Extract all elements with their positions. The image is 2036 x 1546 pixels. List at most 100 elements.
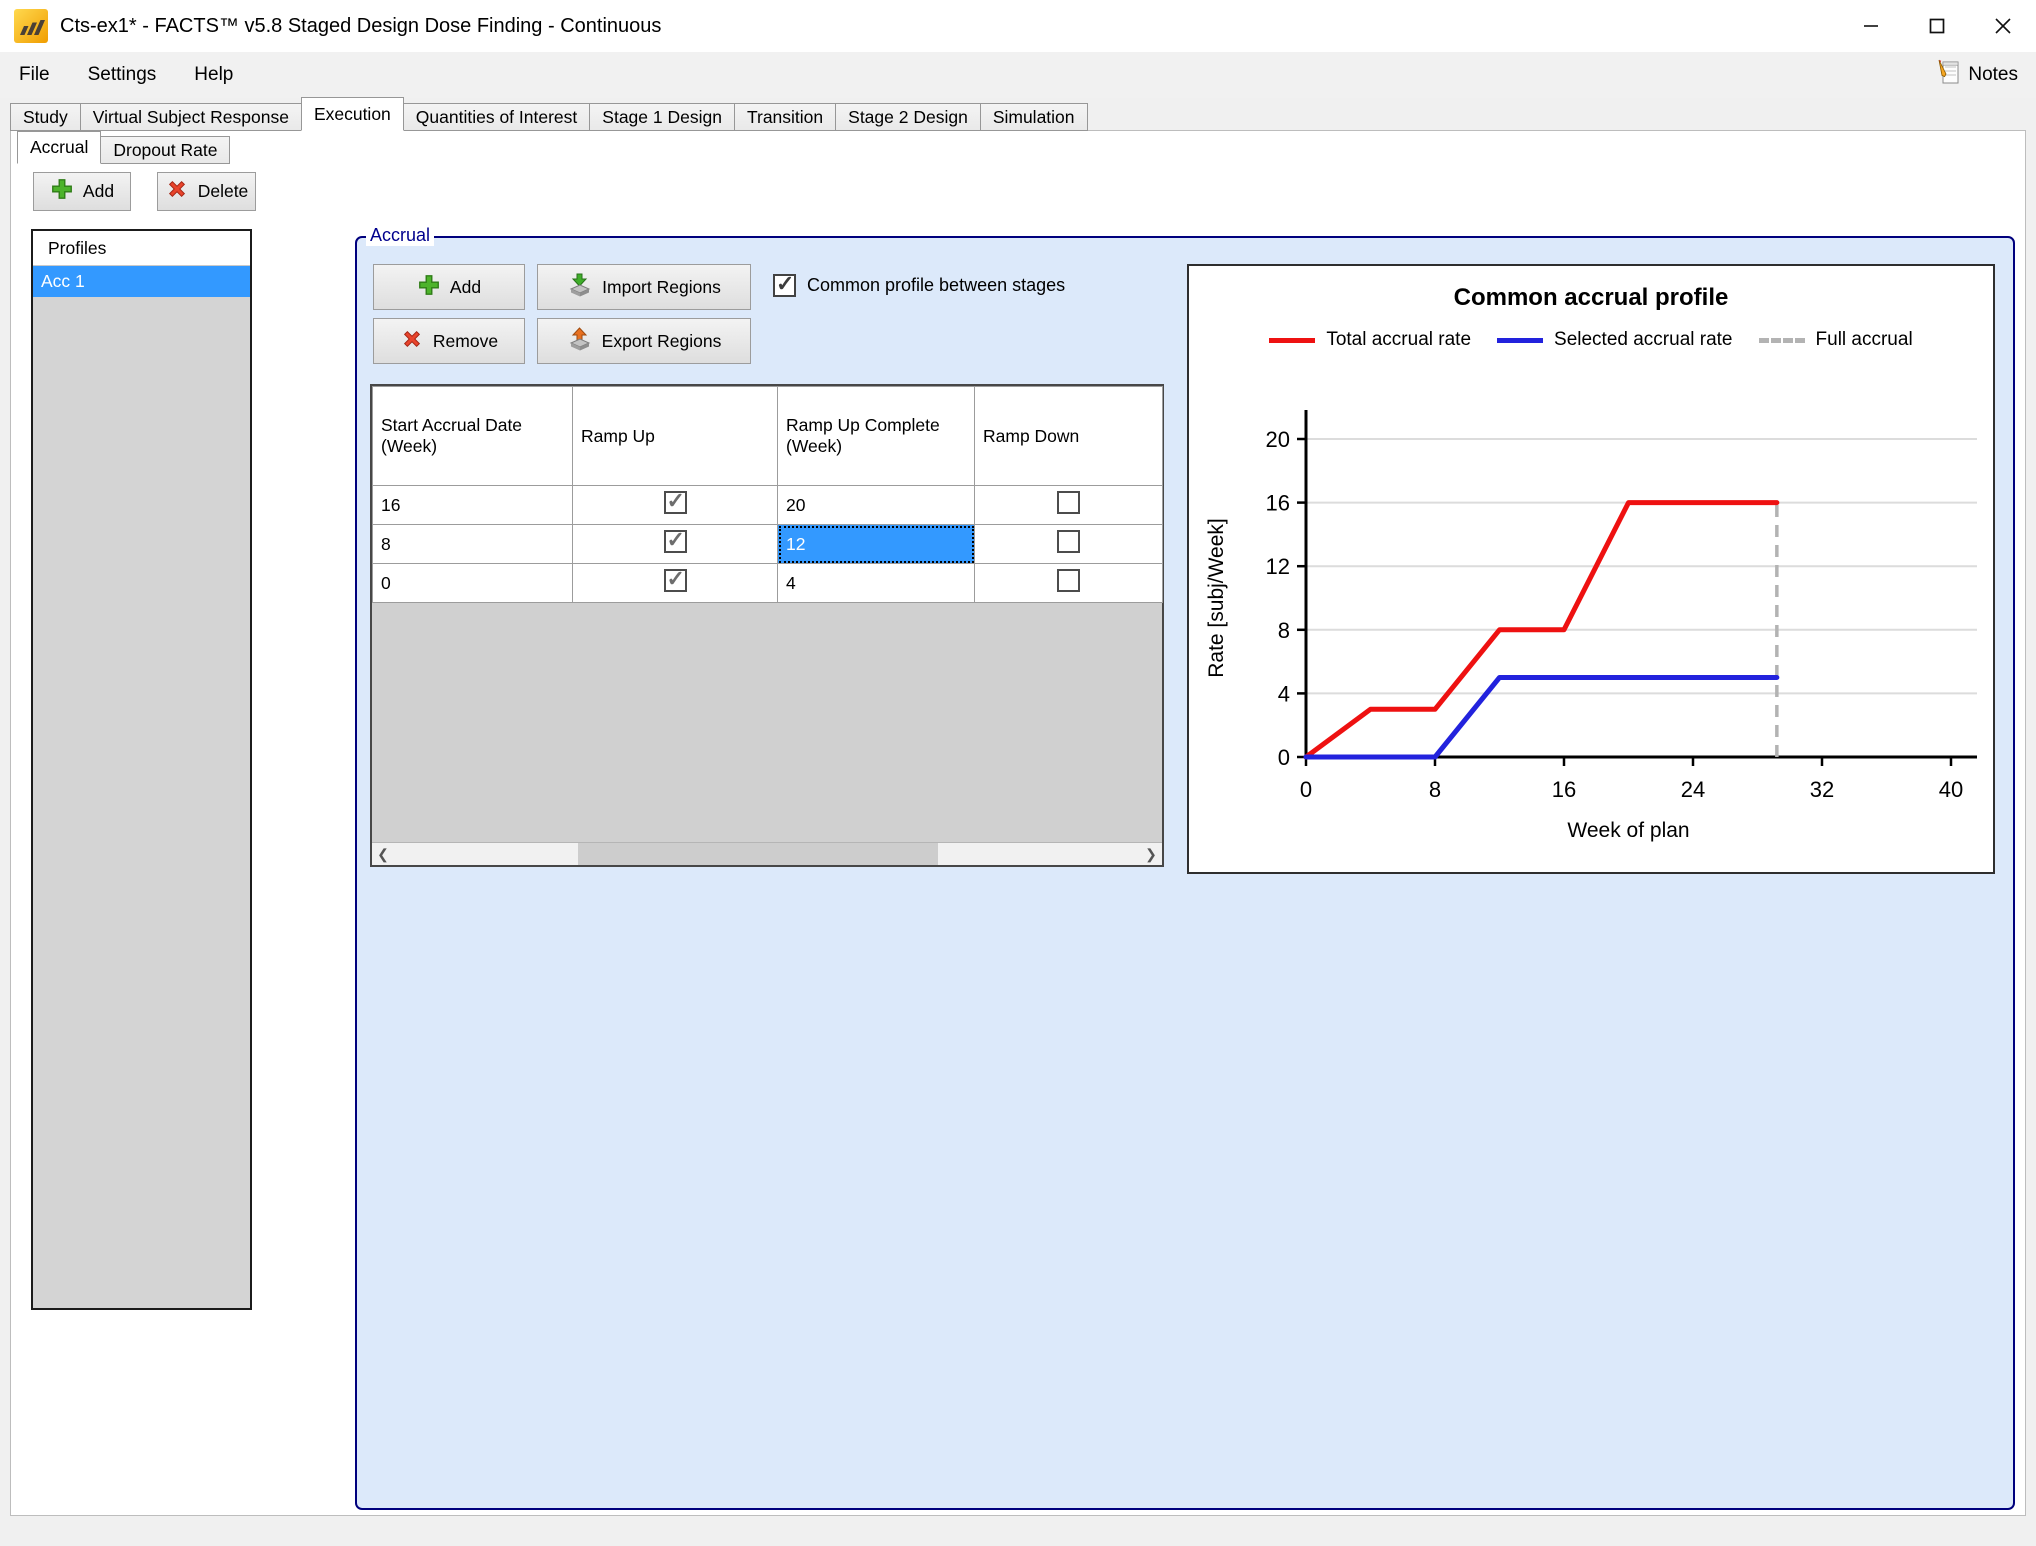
header-row: Start Accrual Date (Week) Ramp Up Ramp U… xyxy=(372,386,1163,486)
chart-legend: Total accrual rate Selected accrual rate… xyxy=(1189,329,1993,351)
tab-execution[interactable]: Execution xyxy=(300,97,404,131)
notes-button[interactable]: Notes xyxy=(1937,58,2036,92)
accrual-groupbox-title: Accrual xyxy=(366,225,435,246)
profiles-header: Profiles xyxy=(33,231,250,266)
svg-text:32: 32 xyxy=(1810,777,1834,802)
ramp-down-checkbox[interactable] xyxy=(1057,491,1080,514)
plus-icon xyxy=(50,177,74,206)
svg-text:0: 0 xyxy=(1278,745,1290,770)
scroll-right-icon[interactable]: ❯ xyxy=(1145,845,1157,862)
accrual-chart-panel: Common accrual profile Total accrual rat… xyxy=(1187,264,1995,874)
plus-icon xyxy=(417,273,441,302)
legend-swatch-total-accrual xyxy=(1269,337,1316,343)
ramp-up-checkbox[interactable] xyxy=(663,488,687,514)
export-regions-button[interactable]: Export Regions xyxy=(537,318,751,364)
menubar: File Settings Help Notes xyxy=(0,52,2036,98)
common-profile-checkbox[interactable] xyxy=(773,271,796,297)
legend-item-selected-accrual: Selected accrual rate xyxy=(1497,329,1733,351)
ramp-down-checkbox[interactable] xyxy=(1057,569,1080,592)
tab-stage-2-design[interactable]: Stage 2 Design xyxy=(835,103,981,131)
col-start-accrual-date: Start Accrual Date (Week) xyxy=(372,386,573,486)
cell-ramp-up[interactable] xyxy=(572,485,778,525)
add-profile-button[interactable]: Add xyxy=(33,172,131,211)
remove-region-button[interactable]: Remove xyxy=(373,318,525,364)
ramp-down-checkbox[interactable] xyxy=(1057,530,1080,553)
horizontal-scrollbar[interactable]: ❮ ❯ xyxy=(372,842,1162,865)
svg-text:16: 16 xyxy=(1266,491,1290,516)
cell-ramp-up[interactable] xyxy=(572,524,778,564)
import-regions-button[interactable]: Import Regions xyxy=(537,264,751,310)
accrual-regions-grid: Start Accrual Date (Week) Ramp Up Ramp U… xyxy=(370,384,1164,867)
menu-file[interactable]: File xyxy=(19,64,50,85)
add-region-label: Add xyxy=(449,276,482,297)
common-profile-row: Common profile between stages xyxy=(773,271,1065,297)
notes-label: Notes xyxy=(1968,64,2018,85)
table-row: 0 4 xyxy=(372,563,1163,603)
svg-text:Week of plan: Week of plan xyxy=(1567,819,1689,842)
svg-text:8: 8 xyxy=(1429,777,1441,802)
svg-text:20: 20 xyxy=(1266,427,1290,452)
table-row: 8 12 xyxy=(372,524,1163,564)
window-controls xyxy=(1838,0,2036,52)
cell-ramp-up-complete[interactable]: 12 xyxy=(777,524,975,564)
tab-virtual-subject-response[interactable]: Virtual Subject Response xyxy=(79,103,302,131)
cell-ramp-down[interactable] xyxy=(974,485,1163,525)
cell-ramp-up-complete[interactable]: 4 xyxy=(777,563,975,603)
menu-settings[interactable]: Settings xyxy=(87,64,157,85)
window-title: Cts-ex1* - FACTS™ v5.8 Staged Design Dos… xyxy=(60,14,662,37)
tab-quantities-of-interest[interactable]: Quantities of Interest xyxy=(402,103,591,131)
subtab-accrual[interactable]: Accrual xyxy=(17,131,102,164)
cell-ramp-down[interactable] xyxy=(974,563,1163,603)
delete-profile-button[interactable]: Delete xyxy=(157,172,256,211)
cell-ramp-up[interactable] xyxy=(572,563,778,603)
col-ramp-down: Ramp Down xyxy=(974,386,1163,486)
scroll-left-icon[interactable]: ❮ xyxy=(377,845,389,862)
add-region-button[interactable]: Add xyxy=(373,264,525,310)
legend-label: Full accrual xyxy=(1815,329,1913,350)
cell-ramp-down[interactable] xyxy=(974,524,1163,564)
ramp-up-checkbox[interactable] xyxy=(663,566,687,592)
accrual-regions-table: Start Accrual Date (Week) Ramp Up Ramp U… xyxy=(372,386,1163,603)
app-icon xyxy=(14,9,48,43)
cell-start-accrual[interactable]: 0 xyxy=(372,563,573,603)
execution-tab-page: Accrual Dropout Rate Add Delete Profiles… xyxy=(10,130,2026,1516)
titlebar: Cts-ex1* - FACTS™ v5.8 Staged Design Dos… xyxy=(0,0,2036,52)
legend-label: Total accrual rate xyxy=(1326,329,1472,350)
menu-help[interactable]: Help xyxy=(194,64,234,85)
svg-text:4: 4 xyxy=(1278,681,1290,706)
delete-x-icon xyxy=(165,177,189,206)
tab-transition[interactable]: Transition xyxy=(733,103,837,131)
remove-x-icon xyxy=(400,327,424,356)
legend-label: Selected accrual rate xyxy=(1554,329,1733,350)
legend-swatch-full-accrual xyxy=(1758,337,1805,343)
cell-ramp-up-complete[interactable]: 20 xyxy=(777,485,975,525)
maximize-button[interactable] xyxy=(1904,0,1970,52)
close-button[interactable] xyxy=(1970,0,2036,52)
svg-text:8: 8 xyxy=(1278,618,1290,643)
tab-simulation[interactable]: Simulation xyxy=(979,103,1088,131)
tab-study[interactable]: Study xyxy=(10,103,81,131)
table-row: 16 20 xyxy=(372,485,1163,525)
notes-icon xyxy=(1937,58,1961,92)
cell-start-accrual[interactable]: 8 xyxy=(372,524,573,564)
export-regions-label: Export Regions xyxy=(601,330,722,351)
chart-title: Common accrual profile xyxy=(1453,284,1729,311)
minimize-button[interactable] xyxy=(1838,0,1904,52)
accrual-profile-chart: 0 8 16 24 32 40 0 4 8 12 16 20 Week of plan Rate [sub… xyxy=(1205,410,1977,842)
import-icon xyxy=(567,272,593,303)
svg-text:Rate [subj/Week]: Rate [subj/Week] xyxy=(1205,518,1228,678)
col-ramp-up-complete: Ramp Up Complete (Week) xyxy=(777,386,975,486)
legend-swatch-selected-accrual xyxy=(1497,337,1544,343)
legend-item-full-accrual: Full accrual xyxy=(1758,329,1913,351)
cell-start-accrual[interactable]: 16 xyxy=(372,485,573,525)
profile-item-acc1[interactable]: Acc 1 xyxy=(33,266,250,297)
ramp-up-checkbox[interactable] xyxy=(663,527,687,553)
remove-region-label: Remove xyxy=(432,330,499,351)
tab-stage-1-design[interactable]: Stage 1 Design xyxy=(589,103,735,131)
profiles-listbox[interactable]: Profiles Acc 1 xyxy=(31,229,252,1310)
scrollbar-thumb[interactable] xyxy=(578,843,938,865)
accrual-groupbox: Accrual Add Import Regions Remov xyxy=(355,225,2015,1510)
import-regions-label: Import Regions xyxy=(602,276,721,297)
subtab-dropout-rate[interactable]: Dropout Rate xyxy=(100,136,231,164)
svg-text:40: 40 xyxy=(1939,777,1963,802)
